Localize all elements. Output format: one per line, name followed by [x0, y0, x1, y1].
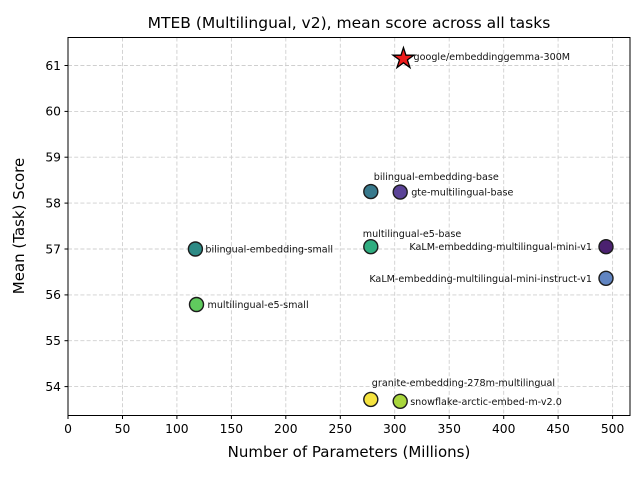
- x-axis-label: Number of Parameters (Millions): [228, 443, 471, 461]
- x-tick-label: 0: [64, 422, 72, 436]
- y-tick-label: 58: [45, 196, 61, 210]
- y-tick-label: 60: [45, 105, 61, 119]
- data-point-star: [391, 45, 416, 70]
- data-point: [598, 270, 614, 286]
- point-label: multilingual-e5-small: [208, 300, 309, 311]
- x-tick-label: 300: [383, 422, 406, 436]
- data-point: [188, 296, 205, 313]
- plot-frame: [67, 37, 631, 416]
- x-tick-label: 400: [492, 422, 515, 436]
- y-tick-label: 57: [45, 242, 61, 256]
- grid-layer: [67, 37, 630, 416]
- point-label: google/embeddinggemma-300M: [414, 52, 571, 63]
- axis-layer: 0 50 100 150 200 250 300 350 400 450 500 54 55 56 57 58…: [45, 37, 631, 436]
- point-label: bilingual-embedding-base: [374, 172, 499, 183]
- chart-title: MTEB (Multilingual, v2), mean score acro…: [148, 14, 551, 32]
- data-point: [363, 391, 379, 408]
- y-tick-label: 61: [45, 59, 61, 73]
- points-layer: [187, 45, 614, 409]
- x-tick-label: 100: [165, 422, 188, 436]
- y-tick-label: 56: [45, 288, 61, 302]
- x-tick-label: 250: [329, 422, 352, 436]
- x-tick-label: 350: [437, 422, 460, 436]
- data-point: [187, 241, 204, 257]
- data-point: [363, 238, 379, 255]
- data-point: [363, 183, 379, 200]
- y-tick-label: 54: [45, 380, 61, 394]
- data-point: [598, 238, 614, 255]
- point-label: bilingual-embedding-small: [205, 245, 333, 256]
- point-label: multilingual-e5-base: [363, 229, 462, 240]
- y-tick-label: 55: [45, 334, 61, 348]
- x-tick-label: 200: [274, 422, 297, 436]
- data-point: [392, 393, 408, 409]
- x-tick-label: 150: [220, 422, 243, 436]
- point-labels-layer: google/embeddinggemma-300M bilingual-embe…: [205, 52, 592, 408]
- data-point: [392, 184, 408, 200]
- x-tick-label: 450: [546, 422, 569, 436]
- x-tick-label: 500: [601, 422, 624, 436]
- y-axis-label: Mean (Task) Score: [10, 158, 28, 295]
- point-label: granite-embedding-278m-multilingual: [372, 378, 555, 389]
- point-label: snowflake-arctic-embed-m-v2.0: [410, 397, 562, 408]
- x-tick-label: 50: [115, 422, 131, 436]
- point-label: KaLM-embedding-multilingual-mini-instruc…: [369, 274, 592, 285]
- point-label: gte-multilingual-base: [411, 188, 513, 199]
- point-label: KaLM-embedding-multilingual-mini-v1: [409, 242, 592, 253]
- y-tick-label: 59: [45, 151, 61, 165]
